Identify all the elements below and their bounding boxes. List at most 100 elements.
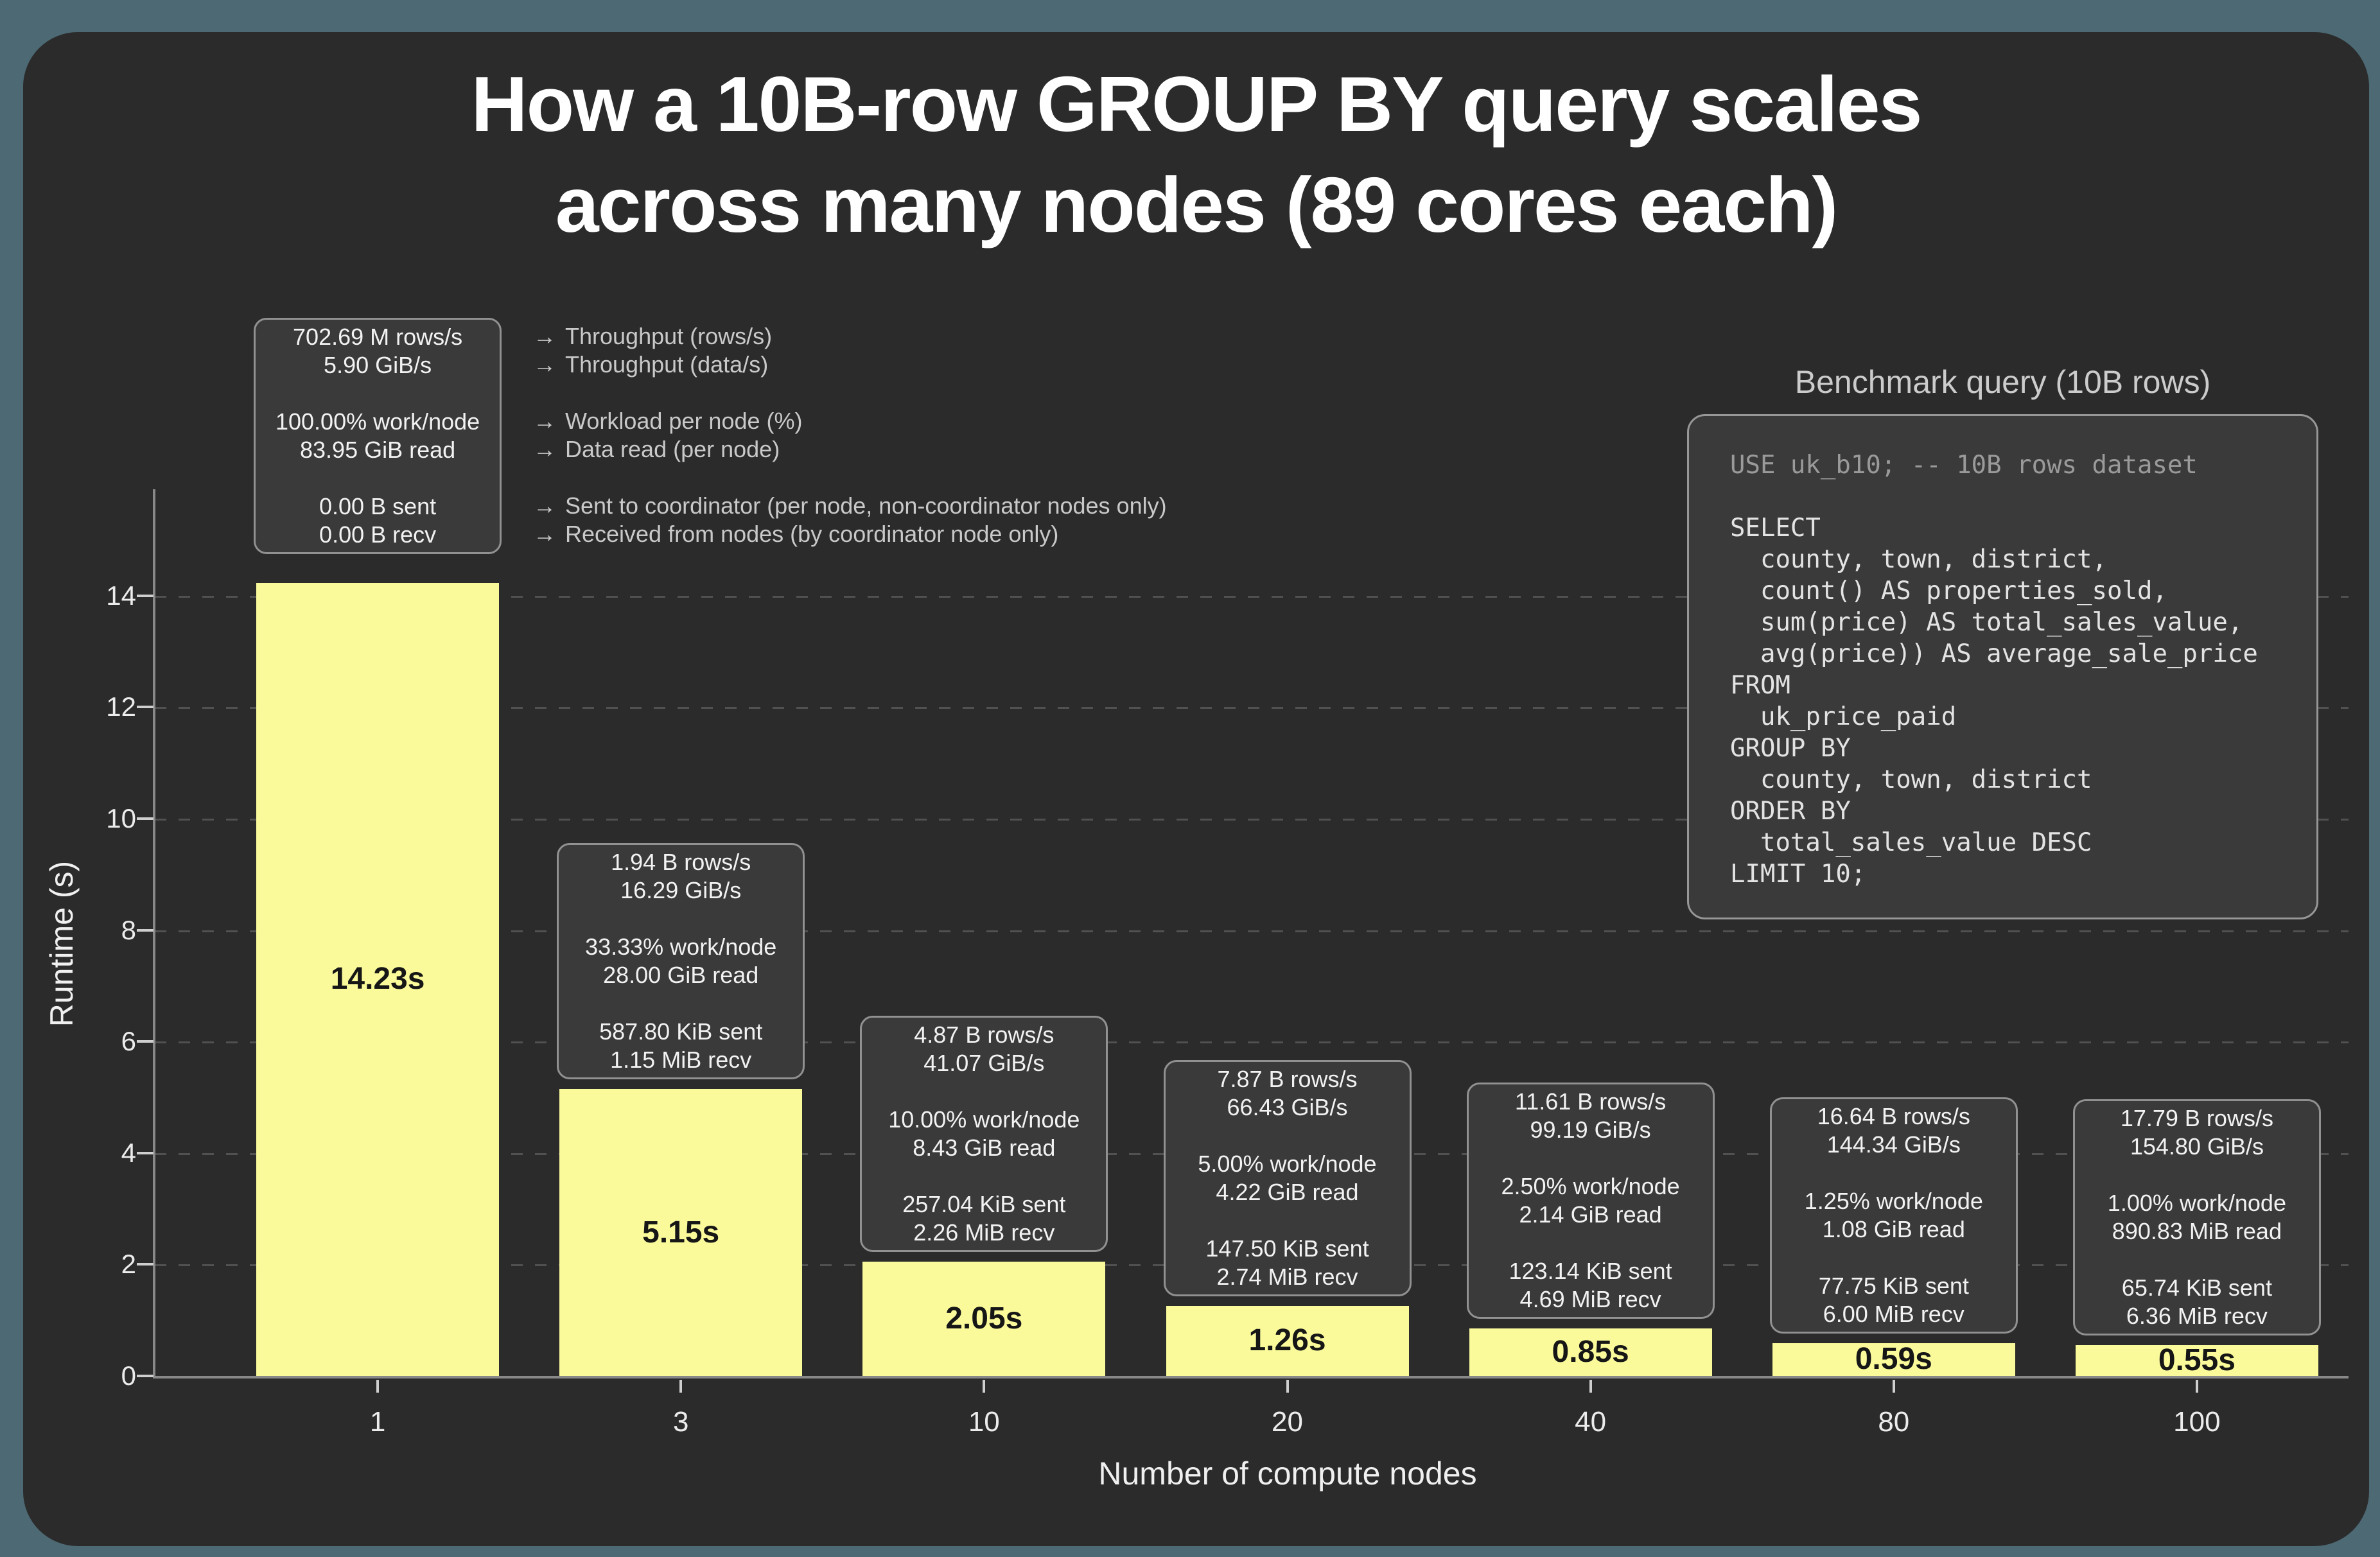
grid-line: [155, 930, 2349, 932]
legend-row: → Workload per node (%): [533, 407, 1167, 435]
legend-row: → Throughput (data/s): [533, 351, 1167, 379]
annotation-row: 2.50% work/node: [1501, 1173, 1680, 1200]
sql-code-block: USE uk_b10; -- 10B rows dataset SELECT co…: [1730, 449, 2316, 890]
annotation-row: 4.69 MiB recv: [1519, 1286, 1661, 1313]
annotation-spacer: [1777, 1159, 2011, 1187]
annotation-spacer: [867, 1077, 1101, 1106]
grid-line: [155, 819, 2349, 821]
annotation-spacer: [564, 905, 798, 933]
bar-value-label: 1.26s: [1248, 1323, 1326, 1358]
annotation-row: 2.74 MiB recv: [1216, 1263, 1358, 1290]
annotation-row: 587.80 KiB sent: [599, 1018, 763, 1045]
bar: 0.85s: [1469, 1328, 1712, 1376]
annotation-row: 66.43 GiB/s: [1227, 1093, 1348, 1120]
bar-annotation-box: 702.69 M rows/s 5.90 GiB/s 100.00% work/no…: [254, 317, 502, 554]
annotation-spacer: [1474, 1229, 1708, 1257]
bar: 2.05s: [862, 1262, 1106, 1376]
bar-value-label: 0.55s: [2158, 1343, 2236, 1378]
sql-code-line: sum(price) AS total_sales_value,: [1730, 608, 2243, 637]
x-tick-label: 20: [1272, 1406, 1303, 1438]
grid-line: [155, 707, 2349, 709]
grid-line: [155, 595, 2349, 598]
legend-label: Received from nodes (by coordinator node…: [565, 521, 1059, 547]
sql-code-line: ORDER BY: [1730, 797, 1851, 826]
x-tick: [1589, 1380, 1592, 1393]
legend: → Throughput (rows/s) → Throughput (data/s)…: [533, 322, 1167, 548]
x-tick-label: 100: [2173, 1406, 2221, 1438]
y-tick-label: 4: [121, 1137, 136, 1168]
arrow-right-icon: →: [533, 492, 556, 519]
annotation-row: 702.69 M rows/s: [293, 323, 463, 350]
x-tick: [1892, 1380, 1895, 1393]
x-tick-label: 1: [369, 1406, 386, 1438]
query-panel-title: Benchmark query (10B rows): [1794, 364, 2211, 400]
y-tick: [137, 706, 153, 709]
x-tick: [2195, 1380, 2198, 1393]
legend-row: → Throughput (rows/s): [533, 322, 1167, 351]
x-tick-label: 3: [672, 1406, 689, 1438]
sql-code-line: SELECT: [1730, 514, 1821, 543]
bar-annotation-box: 17.79 B rows/s 154.80 GiB/s 1.00% work/nod…: [2072, 1099, 2321, 1336]
annotation-row: 890.83 MiB read: [2112, 1218, 2282, 1245]
annotation-row: 4.22 GiB read: [1216, 1178, 1359, 1205]
annotation-row: 16.64 B rows/s: [1817, 1102, 1970, 1129]
y-tick: [137, 1151, 153, 1154]
annotation-row: 0.00 B recv: [319, 521, 437, 548]
x-tick-label: 10: [968, 1406, 1000, 1438]
y-tick-label: 6: [121, 1026, 136, 1057]
annotation-spacer: [261, 464, 494, 492]
sql-code-line: county, town, district: [1730, 765, 2092, 794]
annotation-row: 6.00 MiB recv: [1823, 1300, 1964, 1327]
legend-label: Sent to coordinator (per node, non-coord…: [565, 492, 1167, 519]
arrow-right-icon: →: [533, 323, 556, 349]
annotation-row: 7.87 B rows/s: [1217, 1065, 1358, 1092]
sql-code-line: GROUP BY: [1730, 734, 1851, 763]
annotation-row: 1.08 GiB read: [1822, 1215, 1965, 1242]
sql-code-line: uk_price_paid: [1730, 702, 1957, 731]
x-axis-label: Number of compute nodes: [1098, 1456, 1477, 1492]
annotation-row: 8.43 GiB read: [913, 1135, 1056, 1161]
y-tick-label: 2: [121, 1249, 136, 1280]
y-tick: [137, 817, 153, 820]
annotation-row: 100.00% work/node: [275, 408, 480, 435]
annotation-row: 2.14 GiB read: [1519, 1201, 1662, 1228]
bar-annotation-box: 16.64 B rows/s 144.34 GiB/s 1.25% work/nod…: [1769, 1097, 2018, 1334]
chart-title-line2: across many nodes (89 cores each): [555, 161, 1838, 248]
y-tick-label: 12: [106, 692, 136, 722]
legend-label: Workload per node (%): [565, 408, 803, 434]
bar: 5.15s: [559, 1089, 803, 1376]
bar-annotation-box: 7.87 B rows/s 66.43 GiB/s 5.00% work/node 4…: [1163, 1059, 1412, 1296]
annotation-spacer: [2080, 1161, 2314, 1189]
bar-value-label: 2.05s: [945, 1301, 1023, 1336]
y-tick-label: 10: [106, 803, 136, 833]
bar: 0.55s: [2075, 1343, 2318, 1378]
x-tick: [376, 1380, 380, 1393]
annotation-row: 4.87 B rows/s: [914, 1022, 1054, 1048]
sql-code-line: total_sales_value DESC: [1730, 828, 2092, 857]
annotation-spacer: [1474, 1144, 1708, 1172]
bar-annotation-box: 11.61 B rows/s 99.19 GiB/s 2.50% work/node…: [1466, 1083, 1715, 1319]
y-tick-label: 0: [121, 1361, 136, 1391]
legend-label: Data read (per node): [565, 436, 780, 462]
x-axis-spine: [155, 1376, 2349, 1379]
y-tick: [137, 1263, 153, 1266]
legend-spacer: [533, 464, 1167, 492]
annotation-spacer: [564, 989, 798, 1018]
sql-code-line: LIMIT 10;: [1730, 860, 1866, 889]
x-tick-label: 80: [1878, 1406, 1910, 1438]
y-axis-label: Runtime (s): [44, 860, 80, 1027]
annotation-spacer: [261, 379, 494, 408]
annotation-spacer: [1171, 1122, 1404, 1150]
query-panel: USE uk_b10; -- 10B rows dataset SELECT co…: [1687, 414, 2318, 919]
y-axis-spine: [153, 489, 155, 1379]
annotation-row: 5.00% work/node: [1198, 1150, 1377, 1177]
y-tick: [137, 1375, 153, 1377]
x-tick-label: 40: [1575, 1406, 1607, 1438]
annotation-row: 154.80 GiB/s: [2130, 1133, 2264, 1160]
annotation-row: 6.36 MiB recv: [2126, 1303, 2268, 1330]
annotation-spacer: [1171, 1206, 1404, 1235]
annotation-row: 257.04 KiB sent: [902, 1191, 1066, 1218]
legend-spacer: [533, 379, 1167, 407]
sql-comment-line: USE uk_b10; -- 10B rows dataset: [1730, 451, 2198, 480]
